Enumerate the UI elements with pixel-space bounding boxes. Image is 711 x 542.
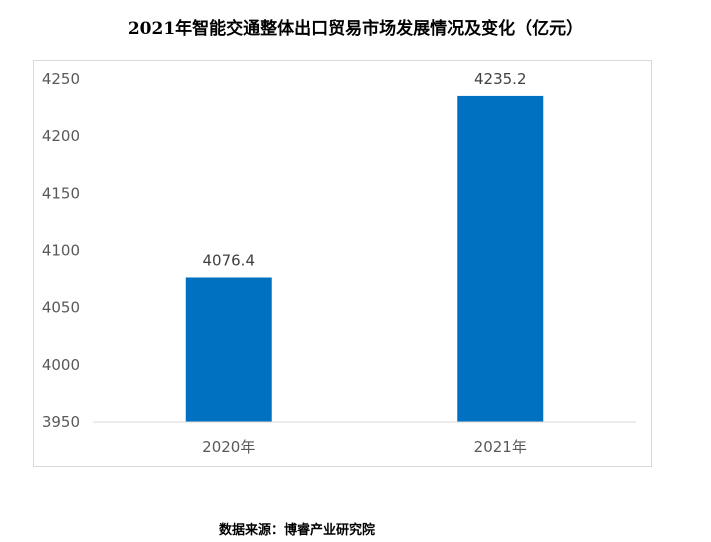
y-tick-label: 3950 xyxy=(42,413,80,431)
chart-frame xyxy=(33,60,652,467)
x-axis: 2020年 2021年 xyxy=(93,421,636,456)
bars xyxy=(185,95,544,423)
data-label-0: 4076.4 xyxy=(203,251,256,269)
y-axis: 3950 4000 4050 4100 4150 4200 4250 xyxy=(42,70,80,431)
chart-title: 2021年智能交通整体出口贸易市场发展情况及变化（亿元） xyxy=(127,19,584,39)
data-labels: 4076.4 4235.2 xyxy=(203,70,527,270)
bar-0 xyxy=(185,277,272,422)
x-tick-label-0: 2020年 xyxy=(202,438,255,456)
source-note: 数据来源：博睿产业研究院 xyxy=(219,523,376,538)
y-tick-label: 4150 xyxy=(42,184,80,202)
data-label-1: 4235.2 xyxy=(474,70,527,88)
y-tick-label: 4000 xyxy=(42,356,80,374)
bar-1 xyxy=(457,95,544,423)
x-tick-label-1: 2021年 xyxy=(474,438,527,456)
y-tick-label: 4100 xyxy=(42,242,80,260)
y-tick-label: 4200 xyxy=(42,127,80,145)
y-tick-label: 4050 xyxy=(42,299,80,317)
y-tick-label: 4250 xyxy=(42,70,80,88)
